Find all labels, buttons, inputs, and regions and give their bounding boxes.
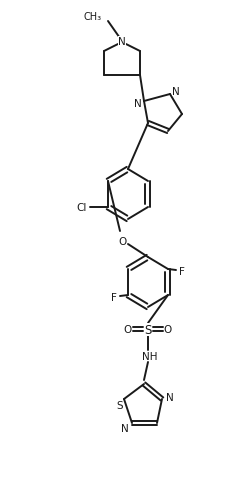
Text: NH: NH — [142, 351, 157, 361]
Text: N: N — [165, 392, 173, 402]
Text: F: F — [111, 292, 116, 303]
Text: CH₃: CH₃ — [84, 12, 101, 22]
Text: F: F — [178, 266, 184, 276]
Text: Cl: Cl — [76, 203, 87, 213]
Text: N: N — [118, 37, 125, 47]
Text: S: S — [116, 400, 123, 410]
Text: N: N — [133, 99, 141, 109]
Text: S: S — [144, 323, 151, 336]
Text: O: O — [163, 325, 171, 334]
Text: O: O — [118, 237, 127, 246]
Text: N: N — [171, 87, 179, 97]
Text: N: N — [121, 423, 128, 433]
Text: O: O — [123, 325, 131, 334]
